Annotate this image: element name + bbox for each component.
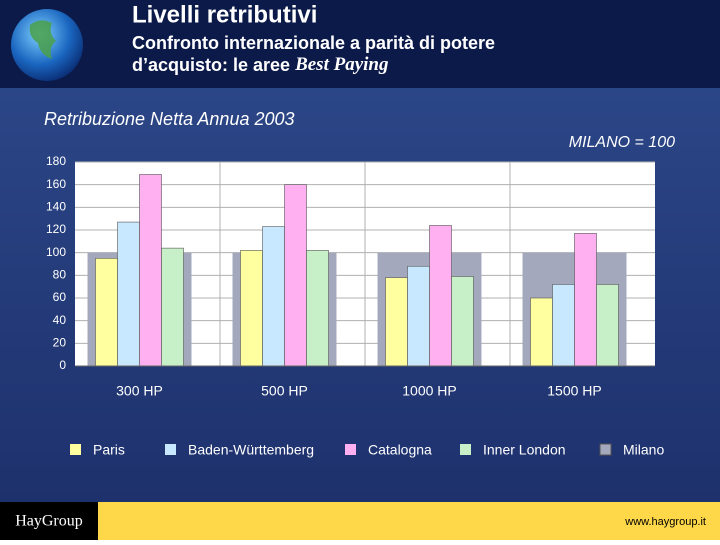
subtitle-emphasis: Best Paying: [294, 54, 388, 75]
y-tick-label: 0: [59, 358, 66, 372]
x-tick-label: 300 HP: [116, 383, 163, 399]
y-tick-label: 20: [53, 336, 67, 350]
legend-label: Inner London: [483, 442, 566, 458]
y-tick-label: 80: [53, 268, 67, 282]
y-tick-label: 40: [53, 313, 67, 327]
y-tick-label: 60: [53, 290, 67, 304]
logo: HayGroup: [15, 513, 83, 530]
bar: [161, 247, 184, 367]
legend-label: Baden-Württemberg: [188, 442, 314, 458]
legend-label: Milano: [623, 442, 664, 458]
bar: [95, 258, 118, 367]
chart-title: Retribuzione Netta Annua 2003: [44, 109, 295, 129]
legend-label: Catalogna: [368, 442, 432, 458]
y-tick-label: 180: [46, 154, 66, 168]
bar: [574, 233, 597, 367]
footer-bar: [0, 502, 720, 540]
legend-swatch: [165, 444, 176, 455]
bar: [596, 284, 619, 367]
bar: [284, 184, 307, 367]
subtitle: Confronto internazionale a parità di pot…: [132, 33, 495, 53]
bar: [306, 250, 329, 367]
bar: [407, 265, 430, 367]
plot: 0 20 40 60 80 100 120 140 160 180 300 HP 500 HP 1000…: [46, 154, 664, 458]
x-tick-label: 1500 HP: [547, 383, 601, 399]
bar: [451, 276, 474, 367]
bar: [385, 277, 408, 367]
bar: [240, 250, 263, 367]
legend-swatch: [345, 444, 356, 455]
legend-swatch: [599, 443, 612, 456]
logo-box: [0, 502, 98, 540]
bar: [429, 225, 452, 367]
subtitle-text: d’acquisto: le aree: [132, 55, 290, 75]
annotation: MILANO = 100: [569, 134, 675, 151]
bar: [552, 284, 575, 367]
bar: [530, 297, 553, 367]
header-band: [0, 0, 720, 88]
x-tick-label: 500 HP: [261, 383, 308, 399]
y-tick-label: 140: [46, 200, 66, 214]
bar: [139, 174, 162, 367]
footer-url: www.haygroup.it: [624, 516, 706, 528]
legend-swatch: [70, 444, 81, 455]
y-tick-label: 160: [46, 177, 66, 191]
x-tick-label: 1000 HP: [402, 383, 456, 399]
y-tick-label: 100: [46, 245, 66, 259]
bar: [117, 221, 140, 367]
legend-swatch: [460, 444, 471, 455]
bar: [262, 226, 285, 367]
globe-land: [29, 20, 56, 59]
y-tick-label: 120: [46, 222, 66, 236]
legend-label: Paris: [93, 442, 125, 458]
slide-title: Livelli retributivi: [132, 1, 317, 28]
subtitle: d’acquisto: le aree Best Paying: [132, 54, 389, 75]
